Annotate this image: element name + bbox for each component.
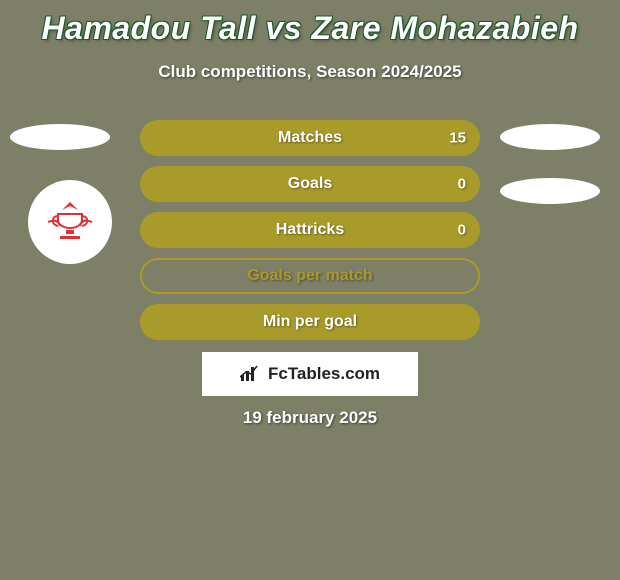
stat-right-value: 0 bbox=[458, 222, 466, 239]
trophy-crest-icon bbox=[40, 192, 100, 252]
stat-label: Goals per match bbox=[247, 267, 372, 285]
stat-row-goals: Goals 0 bbox=[140, 166, 480, 202]
date-text: 19 february 2025 bbox=[0, 408, 620, 428]
infographic-root: Hamadou Tall vs Zare Mohazabieh Club com… bbox=[0, 0, 620, 580]
stat-row-goals-per-match: Goals per match bbox=[140, 258, 480, 294]
stat-right-value: 15 bbox=[449, 130, 466, 147]
stat-right-value: 0 bbox=[458, 176, 466, 193]
stat-row-min-per-goal: Min per goal bbox=[140, 304, 480, 340]
player-left-ellipse-1 bbox=[10, 124, 110, 150]
club-badge bbox=[28, 180, 112, 264]
stat-label: Goals bbox=[288, 175, 332, 193]
bar-chart-icon bbox=[240, 365, 262, 383]
player-right-ellipse-1 bbox=[500, 124, 600, 150]
stat-row-hattricks: Hattricks 0 bbox=[140, 212, 480, 248]
page-title: Hamadou Tall vs Zare Mohazabieh bbox=[0, 10, 620, 47]
branding-box: FcTables.com bbox=[202, 352, 418, 396]
page-subtitle: Club competitions, Season 2024/2025 bbox=[0, 62, 620, 82]
player-right-ellipse-2 bbox=[500, 178, 600, 204]
stat-label: Hattricks bbox=[276, 221, 344, 239]
stat-label: Matches bbox=[278, 129, 342, 147]
branding-text: FcTables.com bbox=[268, 364, 380, 384]
stat-label: Min per goal bbox=[263, 313, 357, 331]
stat-row-matches: Matches 15 bbox=[140, 120, 480, 156]
